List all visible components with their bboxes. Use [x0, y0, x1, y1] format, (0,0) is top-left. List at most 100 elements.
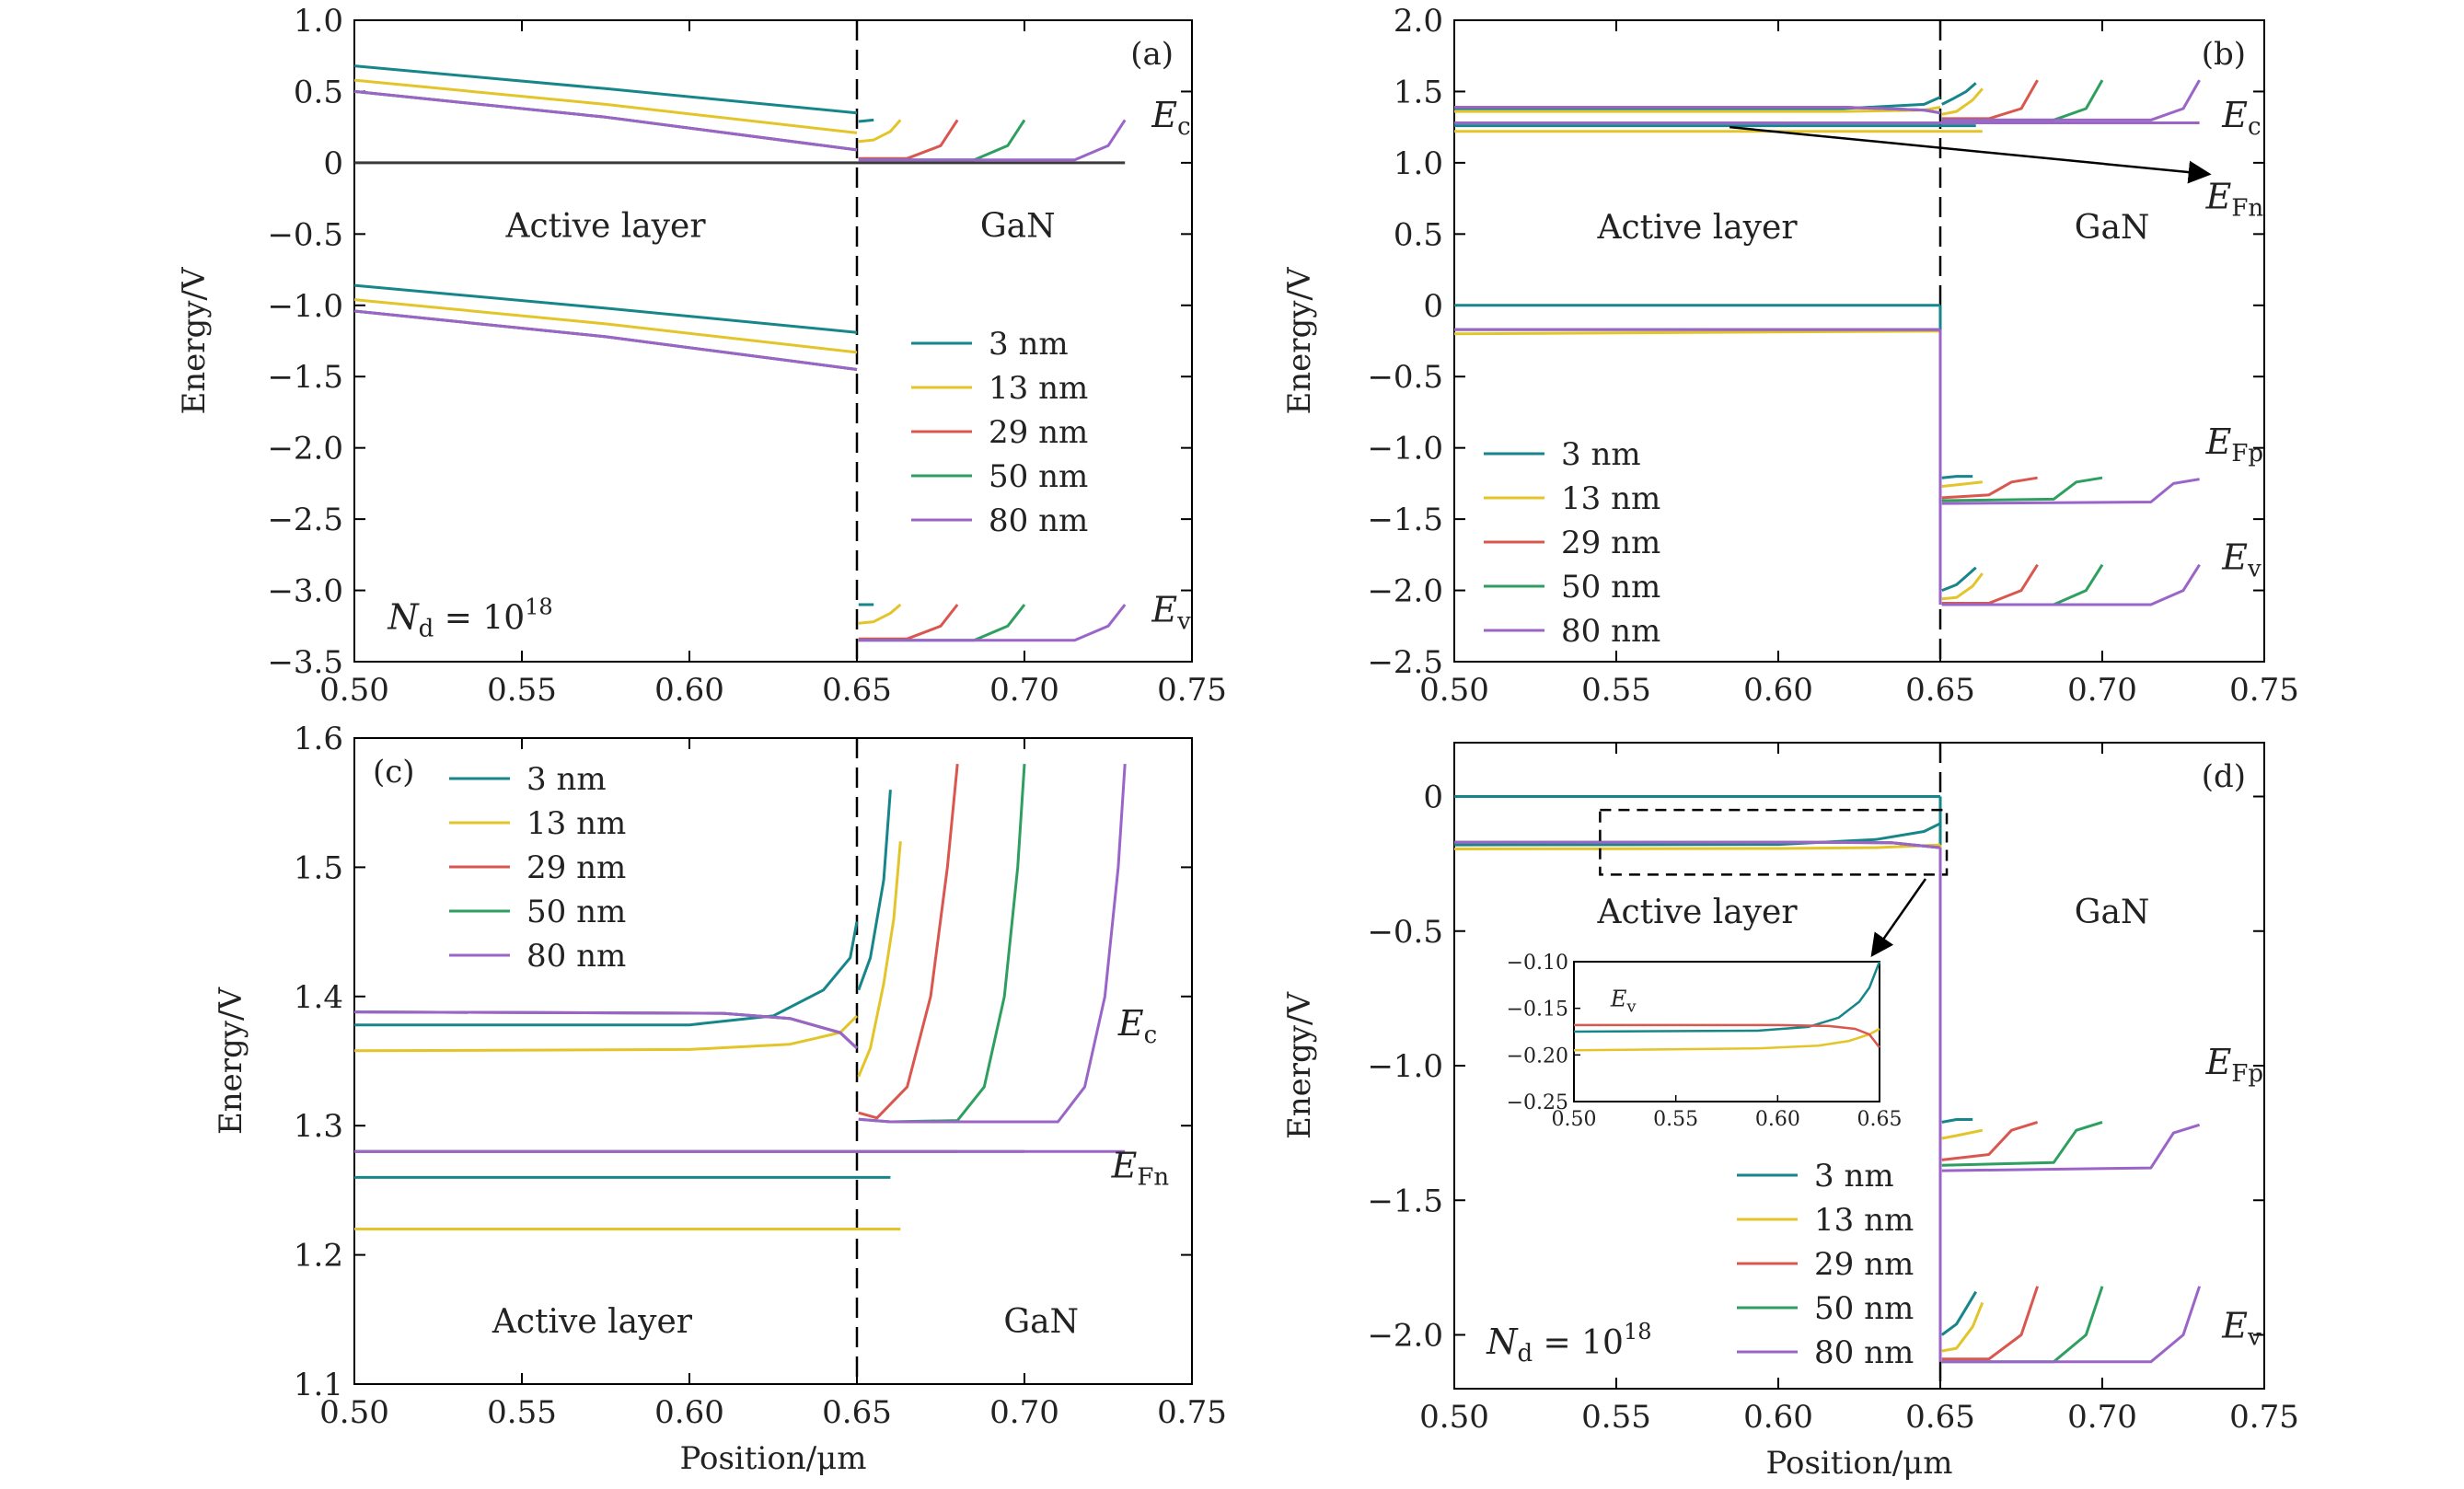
line-ev-gan [1941, 563, 2201, 606]
line-efp-gan [1941, 1120, 2103, 1167]
series-80-nm [1454, 840, 2202, 1364]
x-axis-title: Position/μm [680, 1440, 867, 1477]
energy-label: EFp [2205, 1042, 2263, 1088]
y-tick-label: −1.5 [1367, 1183, 1443, 1219]
inset-y-tick-label: −0.25 [1507, 1091, 1568, 1114]
line-ev-gan [1941, 563, 2104, 606]
y-tick-label: −2.0 [1367, 1318, 1443, 1355]
line-ec-gan [858, 119, 1026, 162]
line-efp-gan [1941, 476, 2103, 502]
y-axis-title: Energy/V [1281, 991, 1318, 1140]
x-tick-label: 0.55 [1581, 1399, 1651, 1436]
inset-energy-label: Ev [1610, 987, 1637, 1017]
y-tick-label: −2.5 [267, 502, 343, 538]
x-tick-label: 0.70 [989, 1394, 1059, 1431]
legend-label: 50 nm [526, 894, 626, 930]
line-ec-active [1454, 106, 1941, 115]
legend-label: 29 nm [989, 414, 1088, 451]
legend-label: 80 nm [1561, 613, 1660, 650]
y-tick-label: −0.5 [1367, 914, 1443, 951]
energy-label: Nd = 1018 [387, 594, 552, 642]
legend-label: 13 nm [1814, 1202, 1914, 1239]
line-ev-gan [1941, 572, 1984, 601]
inset: 0.50 0.55 0.60 0.65 −0.10 −0.15 −0.20 −0.25 Ev [1507, 952, 1903, 1131]
plot-frame [353, 19, 1193, 663]
energy-label: Ev [1151, 590, 1191, 636]
series-3-nm [1454, 82, 1977, 592]
x-tick-label: 0.65 [1905, 672, 1975, 709]
energy-label: Ev [2221, 537, 2262, 583]
energy-label: EFn [1111, 1145, 1170, 1191]
series-3-nm [354, 790, 892, 1179]
y-axis-title: Energy/V [1281, 266, 1318, 415]
line-ev-gan [1941, 566, 1977, 592]
inset-x-tick-label: 0.55 [1653, 1108, 1698, 1131]
series-13-nm [353, 78, 902, 625]
region-label: Active layer [492, 1303, 693, 1341]
y-tick-label: −2.0 [267, 431, 343, 467]
plot-frame [1453, 19, 2265, 663]
inset-y-tick-label: −0.10 [1507, 952, 1568, 975]
region-label: Active layer [1596, 894, 1798, 931]
x-tick-label: 0.55 [487, 1394, 557, 1431]
line-ev-gan [858, 604, 1127, 642]
x-tick-label: 0.70 [2067, 672, 2137, 709]
series-29-nm [1454, 79, 2039, 605]
panel-c: 0.50 0.55 0.60 0.65 0.70 0.75 1.6 1.5 1.4 1.3 1.2 1… [213, 721, 1227, 1477]
legend-label: 80 nm [526, 938, 626, 975]
x-tick-label: 0.70 [2067, 1399, 2137, 1436]
y-tick-label: −1.5 [1367, 502, 1443, 538]
panel-label: (b) [2202, 36, 2246, 73]
legend-label: 3 nm [989, 326, 1069, 363]
x-tick-label: 0.50 [1419, 672, 1489, 709]
x-tick-label: 0.75 [1157, 672, 1227, 709]
zoom-box [1599, 808, 1949, 876]
x-tick-label: 0.50 [319, 1394, 389, 1431]
x-tick-label: 0.60 [1743, 672, 1813, 709]
line-ec-gan [1941, 87, 1984, 116]
legend-label: 29 nm [1561, 525, 1660, 561]
inset-line [1573, 961, 1881, 1033]
x-axis-title: Position/μm [1766, 1445, 1953, 1482]
region-label: Active layer [504, 207, 706, 245]
line-ev-gan [1941, 1301, 1984, 1353]
line-ec-active [1454, 106, 1941, 113]
inset-line [1574, 1023, 1880, 1048]
inset-x-tick-label: 0.50 [1552, 1108, 1597, 1131]
y-tick-label: −1.5 [267, 359, 343, 396]
line-ev-gan [1941, 1286, 2040, 1361]
line-ec-gan [857, 841, 902, 1078]
legend-label: 29 nm [1814, 1246, 1914, 1283]
energy-label: EFp [2205, 421, 2263, 467]
panel-d: 0.50 0.55 0.60 0.65 0.70 0.75 0 −0.5 −1.0 −1.5 −2.… [1281, 742, 2299, 1482]
y-tick-label: 1.2 [294, 1238, 343, 1275]
line-ev-gan [858, 603, 902, 625]
series-50-nm [353, 89, 1026, 642]
x-tick-label: 0.55 [1581, 672, 1651, 709]
line-ec-active [353, 64, 858, 115]
region-label: GaN [1003, 1303, 1079, 1341]
y-tick-label: 1.3 [294, 1108, 343, 1145]
legend-label: 29 nm [526, 849, 626, 886]
y-tick-label: −1.0 [267, 288, 343, 325]
line-ev-gan [1940, 1290, 1977, 1336]
panel-a: 0.50 0.55 0.60 0.65 0.70 0.751.00.50−0.5−1.0−… [176, 3, 1227, 709]
line-efp-gan [1941, 1118, 1973, 1124]
line-ec-gan [1941, 79, 2104, 121]
series-13-nm [353, 841, 902, 1230]
y-tick-label: 1.0 [1394, 145, 1443, 182]
region-label: Active layer [1596, 209, 1798, 247]
energy-label: Ec [2221, 95, 2261, 141]
y-tick-label: 0.5 [1394, 216, 1443, 253]
legend-label: 13 nm [526, 805, 626, 842]
inset-y-tick-label: −0.20 [1507, 1045, 1568, 1068]
x-tick-label: 0.65 [822, 672, 892, 709]
y-tick-label: 1.5 [294, 849, 343, 886]
line-ev-gan [1941, 1286, 2202, 1364]
line-ec-active [353, 78, 858, 134]
y-tick-label: 1.5 [1394, 74, 1443, 110]
region-label: GaN [2075, 894, 2150, 931]
line-efp-active [1453, 822, 1941, 847]
line-ev-gan [858, 604, 1026, 642]
line-efp-gan [1941, 476, 2038, 500]
